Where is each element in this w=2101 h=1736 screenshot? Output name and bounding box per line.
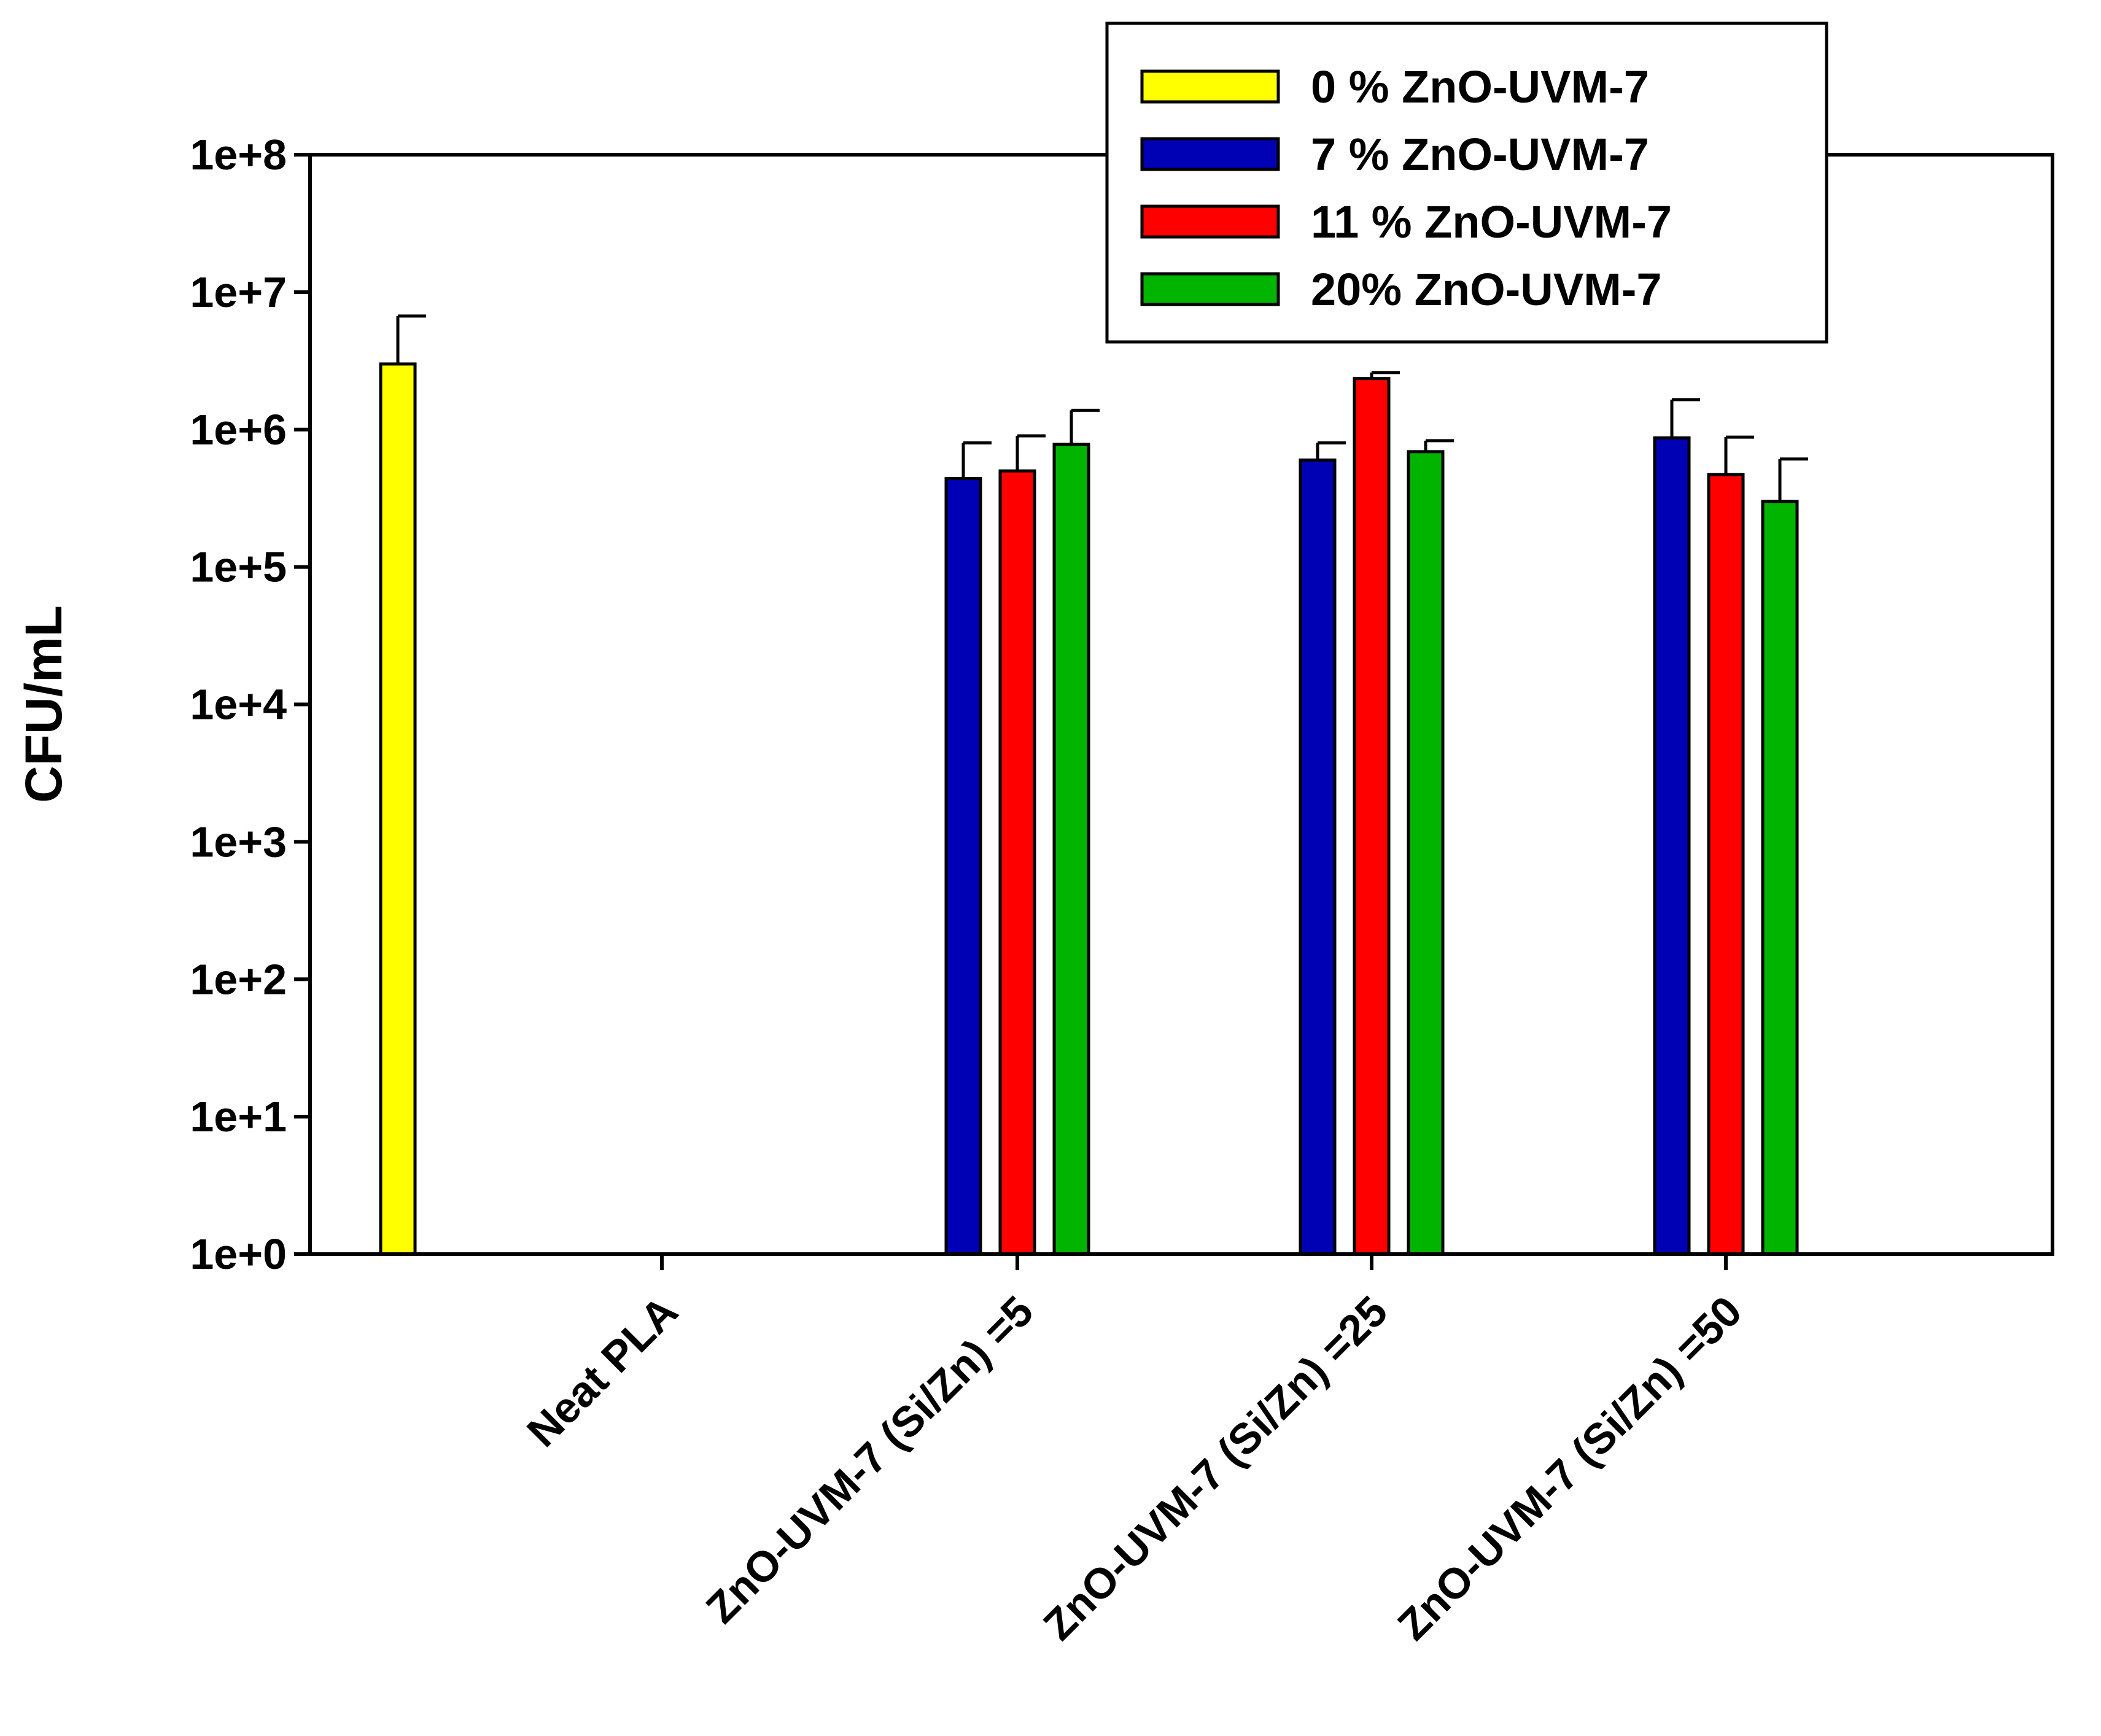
legend: 0 % ZnO-UVM-7 7 % ZnO-UVM-7 11 % ZnO-UVM-7… [1105,21,1828,344]
x-category-label: ZnO-UVM-7 (Si/Zn) =25 [1035,1287,1397,1649]
y-axis: 1e+0 1e+1 1e+2 1e+3 1e+4 1e+5 1e+6 1e+7 1e+8 [190,131,310,1278]
bar [1353,377,1391,1256]
y-tick-label: 1e+2 [190,955,287,1003]
legend-label: 0 % ZnO-UVM-7 [1311,61,1649,112]
legend-swatch [1140,204,1280,239]
x-category-label: ZnO-UVM-7 (Si/Zn) =5 [697,1287,1043,1632]
y-tick-label: 1e+8 [190,131,287,179]
bar [1299,458,1337,1256]
legend-swatch [1140,69,1280,104]
bar [379,362,417,1256]
bar [1407,450,1445,1256]
y-tick-label: 1e+6 [190,406,287,454]
bar [1653,436,1691,1256]
plot-marks [379,314,1808,1256]
legend-label: 11 % ZnO-UVM-7 [1311,196,1672,247]
y-tick-label: 1e+7 [190,268,287,316]
y-tick-label: 1e+0 [190,1230,287,1278]
bar [998,469,1036,1256]
y-tick-label: 1e+5 [190,543,287,591]
y-tick-label: 1e+3 [190,818,287,866]
x-category-label: Neat PLA [518,1287,686,1455]
legend-swatch [1140,272,1280,306]
y-tick-label: 1e+4 [190,681,287,729]
x-category-label: ZnO-UVM-7 (Si/Zn) =50 [1389,1287,1751,1649]
bar [1761,500,1799,1256]
legend-swatch [1140,137,1280,171]
bar [944,477,982,1256]
legend-label: 7 % ZnO-UVM-7 [1311,129,1649,180]
y-tick-label: 1e+1 [190,1093,287,1141]
y-axis-title: CFU/mL [15,605,72,803]
bar [1052,443,1090,1256]
bar [1707,473,1745,1256]
legend-label: 20% ZnO-UVM-7 [1311,264,1662,315]
